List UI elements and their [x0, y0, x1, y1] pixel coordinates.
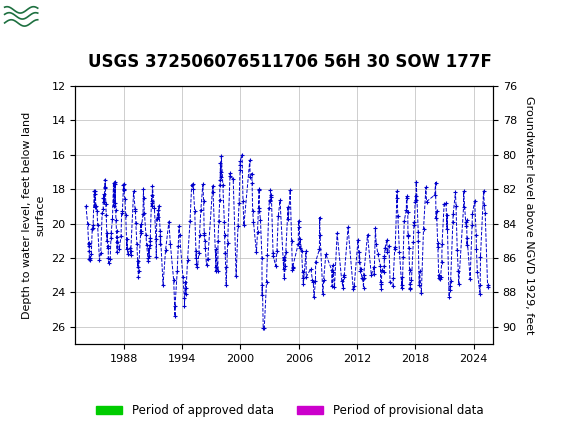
Text: USGS: USGS [44, 10, 90, 25]
Y-axis label: Depth to water level, feet below land
surface: Depth to water level, feet below land su… [22, 111, 46, 319]
Legend: Period of approved data, Period of provisional data: Period of approved data, Period of provi… [92, 399, 488, 422]
Text: USGS 372506076511706 56H 30 SOW 177F: USGS 372506076511706 56H 30 SOW 177F [88, 53, 492, 71]
Y-axis label: Groundwater level above NGVD 1929, feet: Groundwater level above NGVD 1929, feet [524, 96, 534, 334]
FancyBboxPatch shape [3, 3, 78, 32]
